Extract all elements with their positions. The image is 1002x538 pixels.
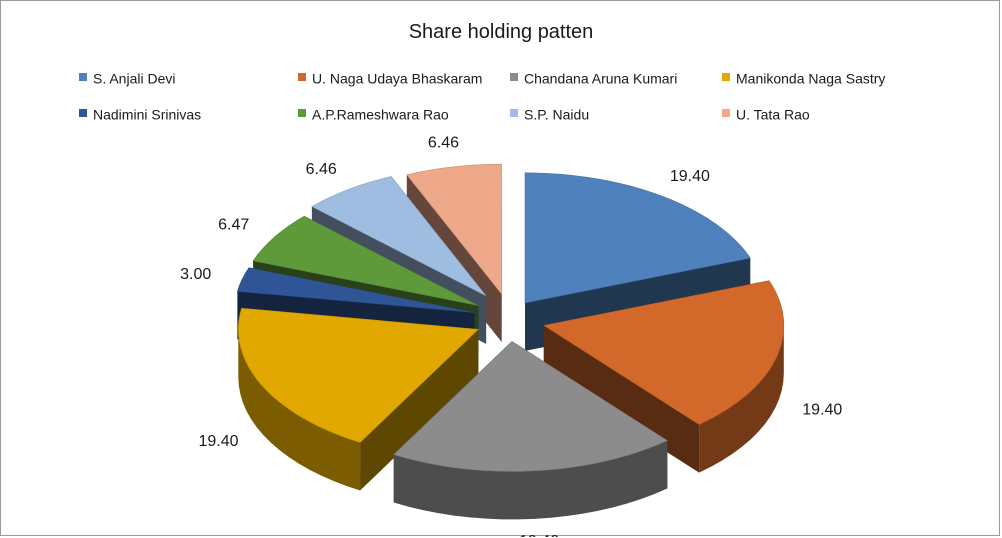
legend-entry-chandana-aruna-kumari: Chandana Aruna Kumari: [510, 69, 677, 87]
legend-swatch: [510, 73, 518, 82]
legend-label: Chandana Aruna Kumari: [524, 70, 678, 87]
pie-data-label: 3.00: [180, 266, 211, 283]
pie-data-label: 19.40: [670, 168, 710, 185]
legend-entry-tata-rao: U. Tata Rao: [722, 105, 810, 123]
pie-slice-nadimini-srinivas: [236, 267, 475, 313]
legend-swatch: [510, 109, 518, 118]
legend-swatch: [298, 109, 306, 118]
legend-swatch: [298, 73, 306, 82]
legend-label: U. Naga Udaya Bhaskaram: [312, 70, 483, 87]
pie-data-label: 19.40: [198, 433, 238, 450]
chart-title: Share holding patten: [408, 21, 594, 43]
pie-data-label: 6.46: [306, 161, 337, 178]
pie-slice-tops: [236, 163, 785, 472]
legend-swatch: [722, 73, 730, 82]
legend-label: S. Anjali Devi: [93, 70, 176, 87]
pie-data-label: 19.40: [802, 401, 842, 418]
legend-label: Nadimini Srinivas: [93, 106, 202, 123]
pie-slice-outer-wall: [238, 329, 361, 491]
legend-swatch: [79, 73, 87, 82]
pie-slice-outer-wall: [393, 440, 668, 520]
pie-data-label: 6.47: [218, 216, 249, 233]
legend-swatch: [79, 109, 87, 118]
pie-slice-manikonda-naga-sastry: [238, 307, 480, 443]
pie-slice-chandana-aruna-kumari: [393, 341, 668, 472]
pie-slice-u-tata-rao: [406, 163, 503, 296]
legend-entry-nadimini-srinivas: Nadimini Srinivas: [79, 105, 201, 123]
legend-swatch: [722, 109, 730, 118]
legend-entry-manikonda-naga-sastry: Manikonda Naga Sastry: [722, 69, 885, 87]
pie-slice-a-p-rameshwara-rao: [252, 215, 479, 306]
pie-slice-outer-wall: [699, 325, 784, 473]
pie-slice-s-anjali-devi: [524, 172, 751, 304]
pie-data-label: 19.40: [519, 533, 559, 537]
legend-entry-sp-naidu: S.P. Naidu: [510, 105, 589, 123]
pie-slice-s-p-naidu: [311, 176, 487, 297]
legend-label: Manikonda Naga Sastry: [736, 70, 886, 87]
legend-label: A.P.Rameshwara Rao: [312, 106, 449, 123]
legend-entry-naga-udaya-bhaskaram: U. Naga Udaya Bhaskaram: [298, 69, 482, 87]
pie-slice-u-naga-udaya-bhaskaram: [543, 280, 785, 425]
legend-label: U. Tata Rao: [736, 106, 810, 123]
legend-entry-anjali-devi: S. Anjali Devi: [79, 69, 175, 87]
legend-entry-rameshwara-rao: A.P.Rameshwara Rao: [298, 105, 449, 123]
pie-data-labels: 19.40 19.40 19.40 19.40 3.00 6.47 6.46 6.46: [180, 134, 842, 537]
pie-data-label: 6.46: [428, 134, 459, 151]
legend-label: S.P. Naidu: [524, 106, 590, 123]
